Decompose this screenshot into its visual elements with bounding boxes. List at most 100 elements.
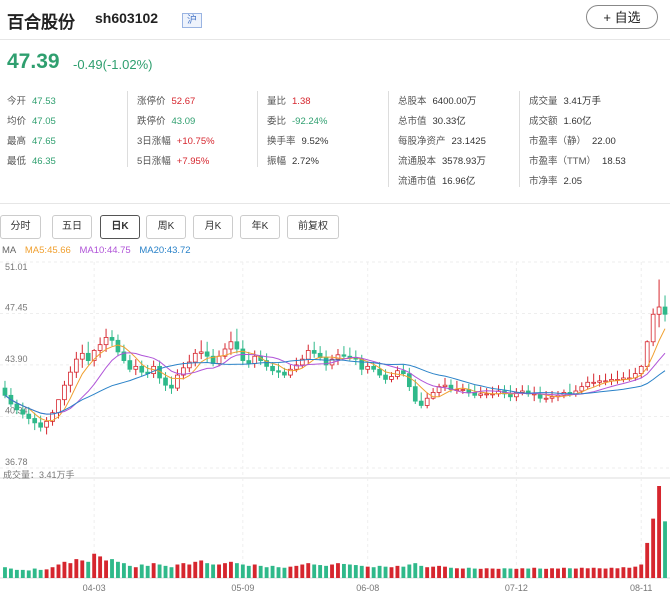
volume-bar — [56, 564, 61, 578]
volume-bar — [193, 561, 198, 578]
date-axis-label: 04-03 — [83, 583, 106, 593]
date-axis-label: 08-11 — [630, 583, 652, 593]
volume-bar — [663, 521, 667, 578]
candle-body — [198, 351, 204, 354]
stat-value: 1.60亿 — [563, 116, 592, 127]
stat-item: 委比 -92.24% — [267, 113, 327, 127]
candle-body — [371, 365, 376, 370]
volume-bar — [609, 567, 614, 578]
price-axis-label: 43.90 — [5, 354, 28, 364]
volume-bar — [223, 563, 227, 578]
candle-body — [401, 370, 406, 375]
candle-body — [299, 358, 305, 366]
volume-bar — [330, 564, 334, 578]
candle-body — [603, 380, 608, 383]
stat-item: 换手率 9.52% — [267, 133, 328, 147]
candle-body — [460, 389, 466, 391]
volume-bar — [32, 568, 37, 578]
candle-body — [26, 413, 32, 419]
volume-bar — [389, 567, 394, 578]
volume-bar — [532, 567, 537, 578]
stat-item: 成交量 3.41万手 — [529, 93, 601, 107]
candle-body — [341, 354, 347, 357]
volume-bar — [139, 564, 144, 578]
volume-bar — [38, 569, 43, 578]
candle-body — [139, 365, 145, 373]
tab-price-adjust[interactable]: 前复权 — [287, 215, 339, 239]
volume-bar — [324, 565, 329, 578]
stat-value: -92.24% — [292, 116, 328, 127]
candle-body — [448, 384, 454, 390]
volume-bar — [353, 565, 358, 578]
tab-daily-k[interactable]: 日K — [100, 215, 140, 239]
stat-label: 跌停价 — [137, 116, 166, 127]
volume-bar — [437, 565, 441, 578]
stock-code: sh603102 — [95, 10, 159, 26]
volume-bar — [288, 566, 293, 578]
volume-bar — [550, 568, 554, 578]
volume-bar — [62, 561, 67, 578]
tab-intraday[interactable]: 分时 — [0, 215, 41, 239]
stat-value: 9.52% — [301, 136, 329, 147]
stat-value: 47.65 — [32, 136, 56, 147]
price-axis-label: 51.01 — [5, 262, 28, 272]
candle-body — [412, 386, 418, 402]
candle-body — [175, 374, 180, 389]
stat-label: 总股本 — [398, 96, 427, 107]
ma20-legend: MA20:43.72 — [139, 245, 191, 256]
volume-bar — [407, 564, 412, 578]
candle-body — [192, 352, 198, 363]
column-divider — [257, 91, 258, 167]
candle-body — [68, 371, 73, 386]
stat-item: 今开 47.53 — [7, 93, 56, 107]
stat-label: 市盈率（TTM） — [529, 156, 597, 167]
ma5-legend: MA5:45.66 — [24, 245, 71, 256]
tab-weekly-k[interactable]: 周K — [146, 215, 186, 239]
candle-body — [442, 384, 448, 388]
volume-bar — [312, 564, 317, 578]
price-axis-label: 40.34 — [5, 405, 28, 415]
tab-five-day[interactable]: 五日 — [52, 215, 92, 239]
volume-bar — [496, 568, 501, 578]
stat-item: 最低 46.35 — [7, 153, 56, 167]
volume-bar — [425, 567, 430, 578]
stat-label: 量比 — [267, 96, 287, 107]
volume-bar — [526, 568, 531, 578]
column-divider — [519, 91, 520, 187]
tab-monthly-k[interactable]: 月K — [193, 215, 233, 239]
candle-body — [20, 409, 26, 415]
candle-body — [424, 397, 430, 406]
stat-item: 流通市值 16.96亿 — [398, 173, 475, 187]
volume-bar — [116, 561, 120, 578]
volume-bar — [472, 568, 477, 578]
candle-body — [335, 354, 341, 360]
candle-body — [650, 313, 656, 343]
volume-bar — [240, 564, 245, 578]
stat-label: 均价 — [7, 116, 27, 127]
kline-chart[interactable]: 51.01 47.45 43.90 40.34 36.78 04-03 05-09 06-08… — [0, 256, 670, 597]
ma10-legend: MA10:44.75 — [79, 245, 131, 256]
volume-bar — [347, 564, 352, 578]
candle-body — [288, 368, 293, 376]
add-to-watchlist-button[interactable]: + 自选 — [586, 5, 658, 29]
candle-body — [186, 361, 192, 369]
candle-body — [383, 374, 388, 380]
current-price: 47.39 — [7, 50, 60, 73]
tab-yearly-k[interactable]: 年K — [240, 215, 280, 239]
volume-bar — [419, 565, 424, 578]
stat-value: 1.38 — [292, 96, 311, 107]
volume-bar — [431, 566, 436, 578]
stat-item: 3日涨幅 +10.75% — [137, 133, 215, 147]
volume-bar — [270, 565, 275, 578]
candle-body — [264, 360, 269, 367]
volume-bar — [413, 563, 418, 578]
stat-item: 最高 47.65 — [7, 133, 56, 147]
candle-body — [204, 351, 210, 357]
stat-item: 量比 1.38 — [267, 93, 311, 107]
volume-bar — [336, 563, 340, 578]
date-axis-label: 05-09 — [231, 583, 254, 593]
stat-item: 跌停价 43.09 — [137, 113, 195, 127]
candle-body — [317, 352, 323, 359]
volume-bar — [585, 568, 590, 578]
candle-body — [252, 355, 258, 364]
